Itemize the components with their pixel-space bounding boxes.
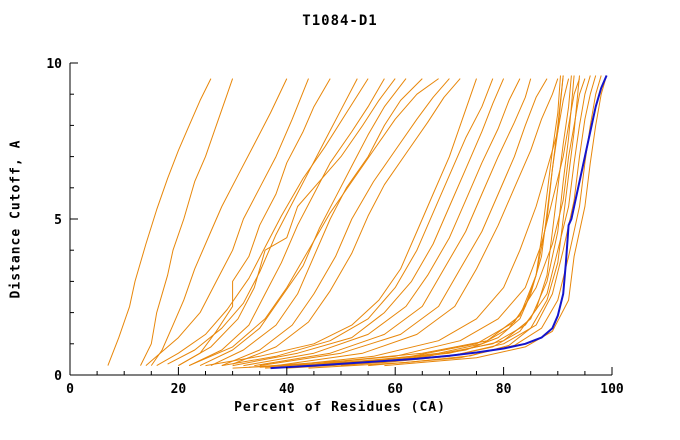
model-curve (178, 78, 331, 367)
model-curve (189, 78, 439, 367)
model-curve (384, 75, 608, 367)
model-curve (140, 78, 234, 366)
model-curve (199, 78, 407, 367)
model-curve (210, 78, 423, 367)
x-axis-label: Percent of Residues (CA) (234, 400, 446, 415)
x-tick-label: 40 (279, 382, 295, 397)
y-tick-label: 0 (54, 369, 62, 384)
model-curve (232, 78, 505, 367)
model-curve (178, 78, 396, 367)
best-model-curve (270, 75, 608, 370)
model-curve (150, 78, 288, 366)
model-curve (275, 78, 559, 367)
model-curve (330, 75, 591, 367)
model-curve (286, 78, 570, 367)
x-tick-label: 100 (600, 382, 624, 397)
model-curve (156, 78, 369, 367)
model-curve (221, 78, 450, 367)
y-tick-label: 10 (46, 57, 62, 72)
model-curve (145, 78, 309, 366)
x-tick-label: 60 (387, 382, 403, 397)
x-tick-label: 20 (171, 382, 187, 397)
x-tick-label: 80 (496, 382, 512, 397)
model-curve (107, 78, 212, 366)
model-curve (254, 78, 532, 367)
model-curve (308, 75, 580, 369)
model-curve (188, 78, 385, 367)
model-curve (221, 78, 494, 367)
model-curve (259, 78, 548, 367)
y-tick-label: 5 (54, 213, 62, 228)
model-curve (205, 78, 477, 367)
chart-title: T1084-D1 (302, 13, 378, 29)
model-curve (243, 78, 521, 367)
x-tick-label: 0 (66, 382, 74, 397)
model-curve (368, 75, 602, 367)
model-curve (232, 78, 461, 365)
